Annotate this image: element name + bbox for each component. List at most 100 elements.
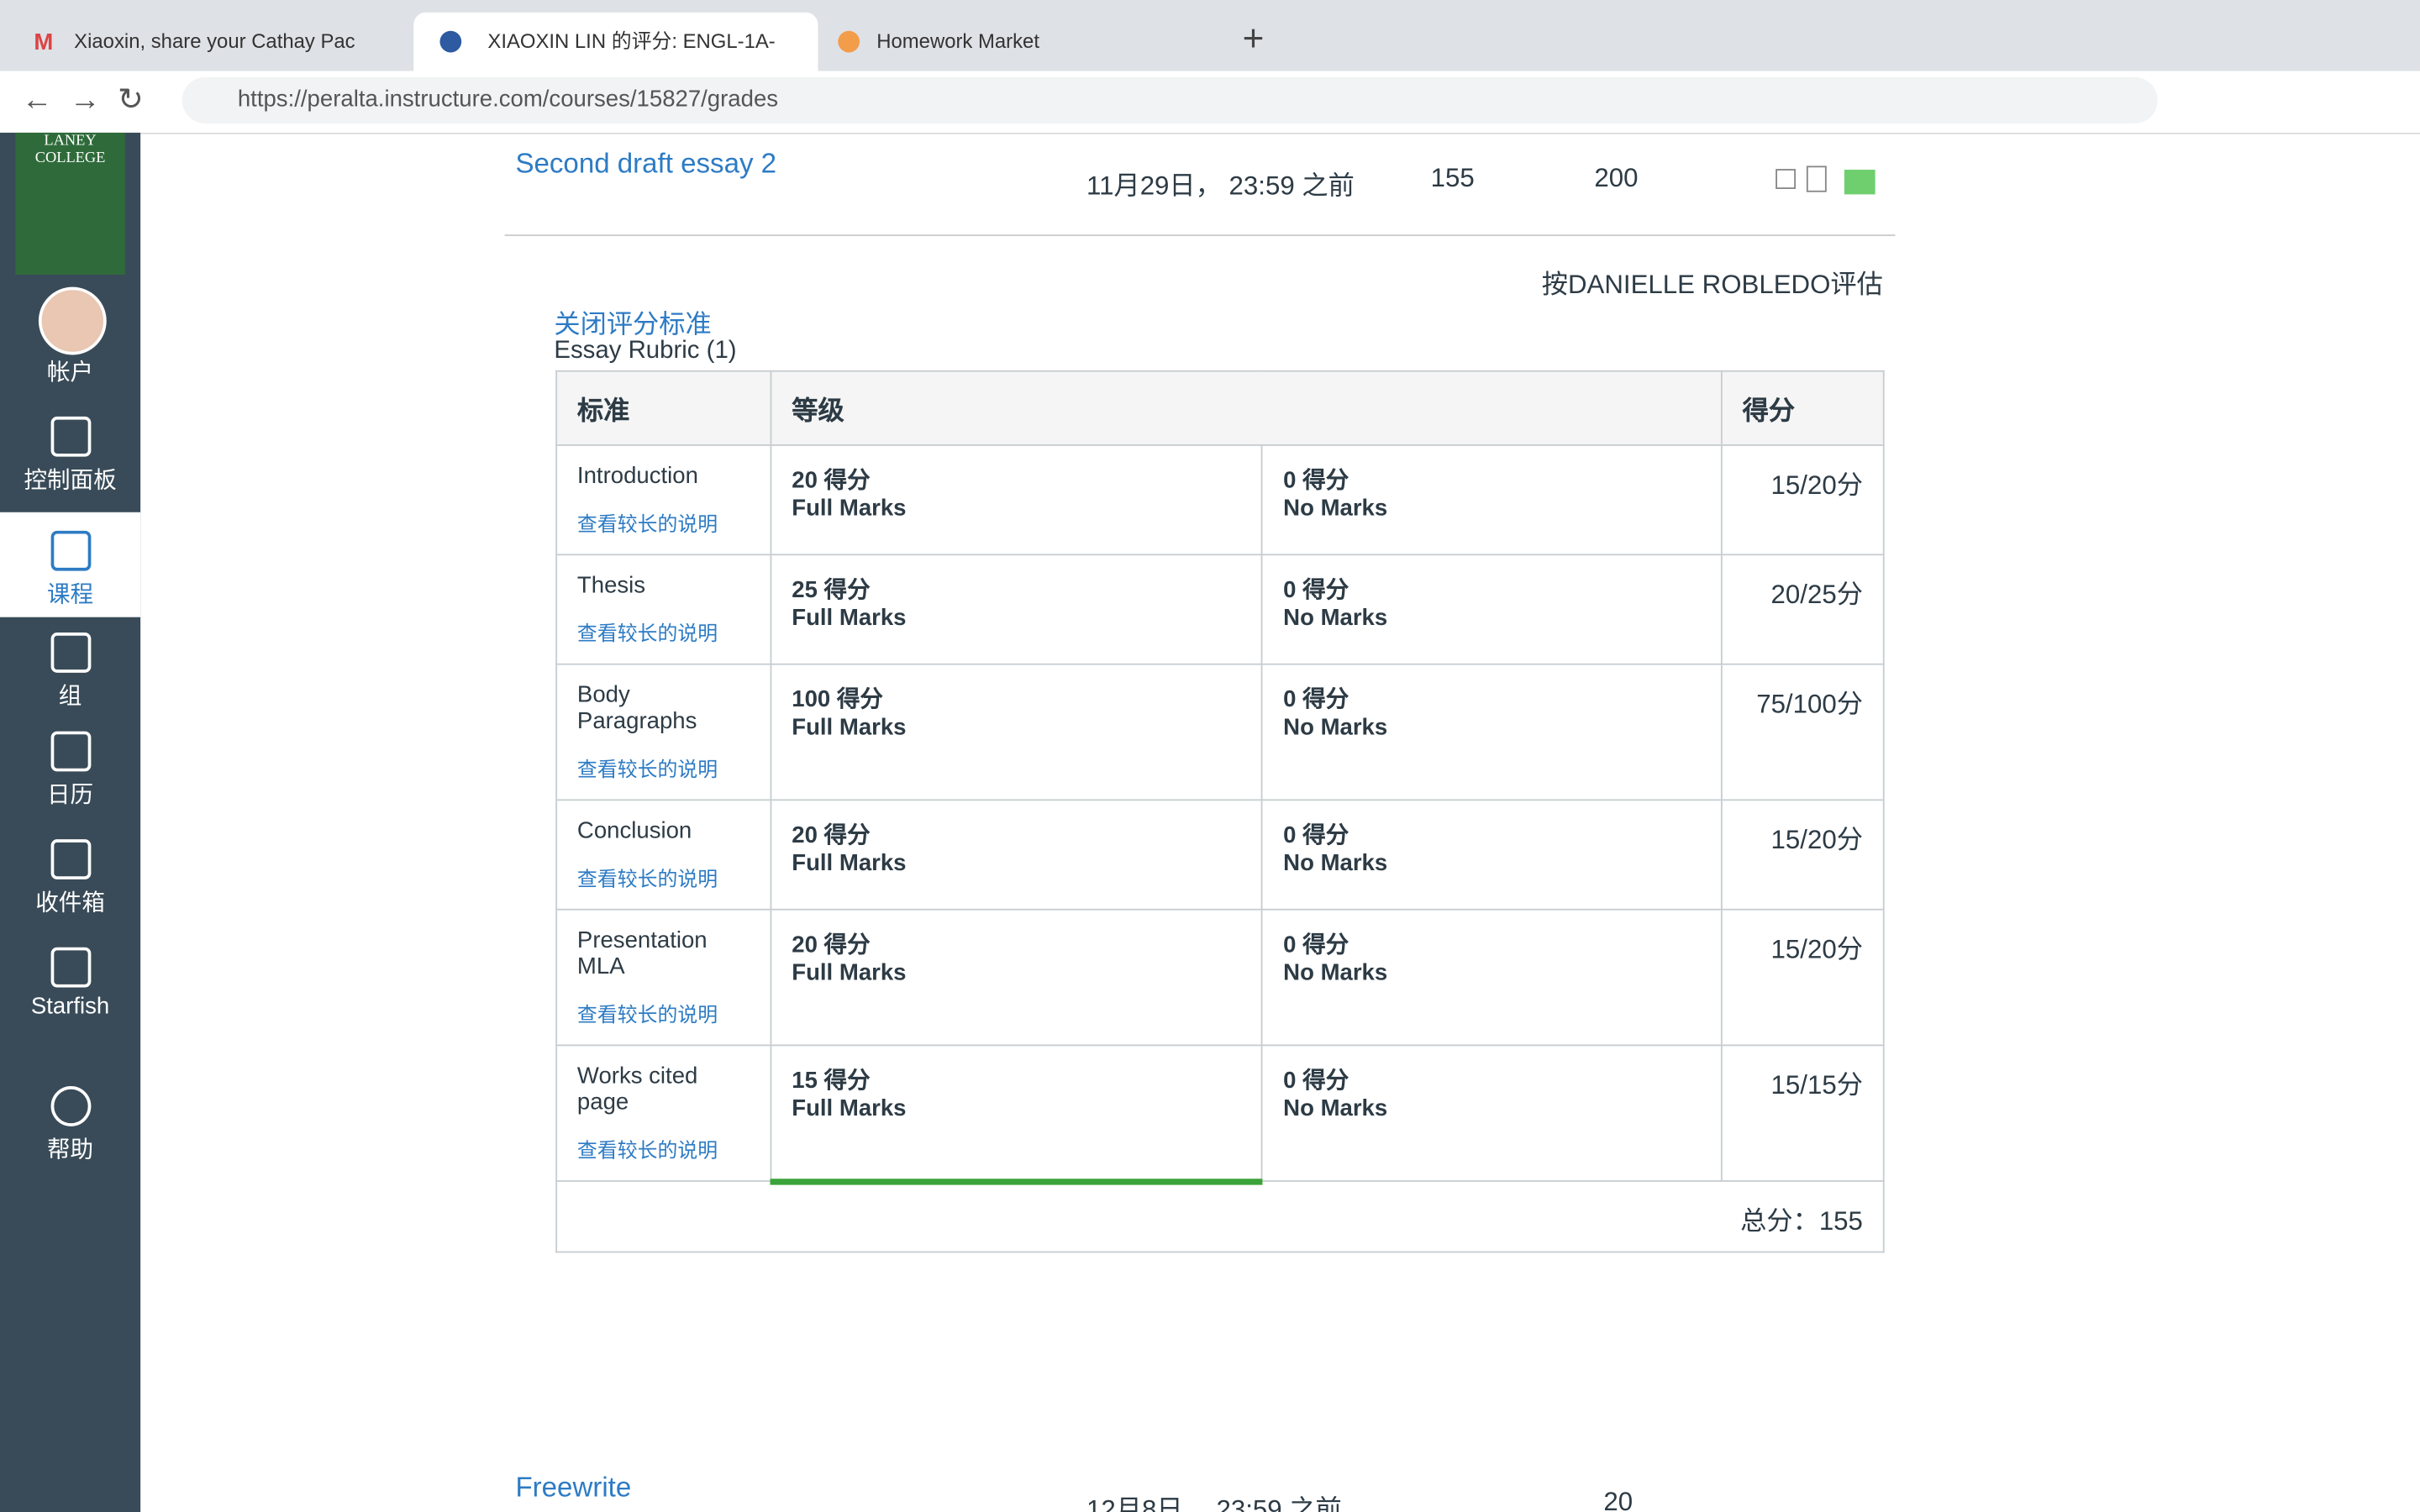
rubric-row: Presentation MLA 查看较长的说明 20 得分 Full Marks 0 … [555,908,1885,1047]
nav-item[interactable]: 收件箱 [0,827,140,919]
logo: LANEY COLLEGE [15,132,125,275]
out-of: 200 [1594,163,1639,193]
divider [504,234,1896,237]
rating-points: 0 得分 [1283,467,1349,494]
rating-cell: 0 得分 No Marks [1261,444,1723,556]
assignment-link[interactable]: Second draft essay 2 [515,148,777,180]
criterion: Works cited page [576,1063,698,1116]
rating-cell: 25 得分 Full Marks [770,554,1264,665]
long-desc-link[interactable]: 查看较长的说明 [576,1138,718,1163]
long-desc-link[interactable]: 查看较长的说明 [576,867,718,890]
rating-points: 25 得分 [792,576,871,604]
rating-cell: 0 得分 No Marks [1261,1044,1723,1182]
nav-label: Starfish [30,993,110,1021]
criterion-score: 15/20分 [1720,908,1885,1047]
criterion-score: 15/20分 [1720,799,1885,911]
rating-cell: 100 得分 Full Marks [770,663,1264,801]
svg-text:M: M [34,29,53,55]
nav-label: 组 [58,683,82,710]
address-bar[interactable]: https://peralta.instructure.com/courses/… [182,76,2158,123]
rating-desc: No Marks [1283,714,1388,741]
long-desc-link[interactable]: 查看较长的说明 [576,512,718,536]
nav-item[interactable]: Starfish [0,935,140,1027]
graded-by: 按DANIELLE ROBLEDO评估 [1541,270,1883,300]
header-row: 标准 等级 得分 [555,370,1885,446]
rating-desc: Full Marks [792,850,907,877]
assignment-link[interactable]: Freewrite [515,1472,632,1503]
rating-desc: Full Marks [792,604,907,632]
out-of: 20 [1603,1487,1634,1512]
nav-item[interactable]: 课程 [0,512,141,617]
tab[interactable]: XIAOXIN LIN 的评分: ENGL-1A- [413,12,818,71]
criterion: Introduction [576,463,698,490]
total-label: 总分： [1740,1205,1819,1236]
long-desc-link[interactable]: 查看较长的说明 [576,757,718,781]
criterion-cell: Thesis 查看较长的说明 [555,554,772,665]
main: Second draft essay 2 11月29日， 23:59 之前 15… [140,133,2420,1512]
rating-points: 20 得分 [792,467,871,494]
nav-item[interactable]: 组 [0,620,140,712]
rubric-row: Thesis 查看较长的说明 25 得分 Full Marks 0 得分 No Marks… [555,554,1885,665]
rating-cell: 0 得分 No Marks [1261,908,1723,1047]
long-desc-link[interactable]: 查看较长的说明 [576,622,718,645]
total: 155 [1818,1205,1863,1236]
avatar [38,286,107,355]
long-desc-link[interactable]: 查看较长的说明 [576,1002,718,1026]
header: 等级 [770,370,1723,446]
nav-label: 控制面板 [24,467,117,494]
rating-points: 100 得分 [792,686,883,713]
nav-buttons[interactable]: ← → ↻ [21,83,144,118]
toggle-rubric[interactable]: 关闭评分标准 [554,310,712,340]
tab[interactable]: Xiaoxin, share your Cathay Pac [74,29,355,53]
tab[interactable]: Homework Market [876,29,1039,53]
criterion: Presentation MLA [576,927,708,980]
nav-item[interactable]: 日历 [0,719,140,811]
criterion-cell: Body Paragraphs 查看较长的说明 [555,663,772,801]
nav-item[interactable]: 帮助 [0,1074,140,1166]
criterion-cell: Conclusion 查看较长的说明 [555,799,772,911]
criterion: Conclusion [576,817,692,844]
total-cell: 总分：155 [555,1180,1885,1252]
nav-icon [50,947,91,988]
rating-points: 0 得分 [1283,576,1349,604]
nav-item[interactable]: 控制面板 [0,404,140,496]
criterion-score: 75/100分 [1720,663,1885,801]
criterion-cell: Presentation MLA 查看较长的说明 [555,908,772,1047]
rating-cell: 0 得分 No Marks [1261,663,1723,801]
criterion-cell: Works cited page 查看较长的说明 [555,1044,772,1182]
header: 标准 [555,370,772,446]
tab-bar: Xiaoxin, share your Cathay Pac XIAOXIN L… [0,0,2420,71]
new-tab[interactable]: + [1242,18,1265,60]
rubric-row: Introduction 查看较长的说明 20 得分 Full Marks 0 得分 No… [555,444,1885,556]
criterion-score: 15/15分 [1720,1044,1885,1182]
rating-desc: Full Marks [792,714,907,741]
nav-label: 收件箱 [35,890,105,917]
rating-cell: 20 得分 Full Marks [770,799,1264,911]
rating-cell: 20 得分 Full Marks [770,908,1264,1047]
rating-points: 0 得分 [1283,822,1349,849]
criterion: Body Paragraphs [576,681,697,735]
rating-cell: 0 得分 No Marks [1261,554,1723,665]
criterion: Thesis [576,572,646,599]
icons [1776,165,1876,195]
logo-text: COLLEGE [34,150,106,167]
logo-text: LANEY [44,132,97,150]
criterion-score: 20/25分 [1720,554,1885,665]
rating-desc: No Marks [1283,959,1388,986]
rating-desc: No Marks [1283,604,1388,632]
rating-points: 15 得分 [792,1068,871,1095]
rubric-row: Works cited page 查看较长的说明 15 得分 Full Marks 0 … [555,1044,1885,1184]
score: 155 [1430,163,1475,193]
rating-desc: No Marks [1283,1095,1388,1122]
due: 12月8日， 23:59 之前 [1086,1494,1342,1512]
due: 11月29日， 23:59 之前 [1086,171,1355,201]
nav-icon [50,633,91,673]
rating-points: 20 得分 [792,932,871,958]
rating-points: 0 得分 [1283,686,1349,713]
nav-icon [50,839,91,879]
nav-item: 帐户 [0,349,140,441]
rating-desc: Full Marks [792,959,907,986]
tab-icons: M [34,29,462,55]
nav-label: 课程 [46,581,94,608]
